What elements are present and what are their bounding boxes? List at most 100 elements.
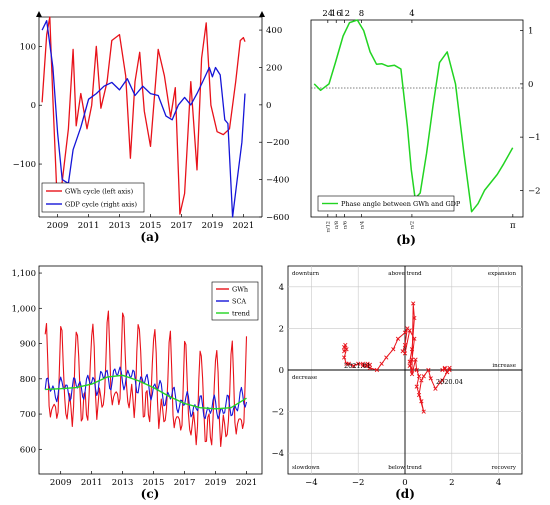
d-trajectory-point: [407, 363, 412, 368]
c-legend-label-gwh: GWh: [232, 286, 248, 294]
c-x-tick-label: 2019: [205, 478, 227, 488]
c-y-tick-label: 1,000: [12, 304, 36, 314]
d-y-ticks: 4 2 0 −2 −4: [271, 283, 284, 459]
d-trajectory-point: [409, 347, 415, 352]
d-grid: [288, 266, 522, 474]
b-plot-area: [313, 19, 514, 213]
b-legend-label: Phase angle between GWh and GDP: [341, 200, 461, 208]
a-left-tick-label: −100: [13, 160, 36, 170]
c-y-tick-label: 600: [20, 445, 36, 455]
d-point-label-2020-04: 2020.04: [436, 378, 463, 386]
d-trajectory-point: [367, 362, 373, 367]
d-trajectory-point: [409, 367, 415, 373]
d-trajectory-point: [360, 363, 365, 368]
a-right-tick-label: 0: [266, 101, 271, 111]
d-trajectory-line: [343, 302, 450, 413]
d-trajectory-point: [421, 409, 426, 414]
c-x-ticks: 2009 2011 2013 2015 2017 2019 2021: [50, 471, 257, 488]
panel-a: 2009 2011 2013 2015 2017 2019 2021 100 0 −100 40…: [13, 11, 289, 244]
a-caption: (a): [140, 230, 159, 244]
c-plot-area: [44, 310, 248, 448]
b-bottom-tick-label: π/4: [359, 221, 365, 229]
d-trajectory-point: [413, 357, 418, 362]
b-bottom-tick-label: π/8: [334, 221, 340, 229]
d-trajectory-point: [419, 399, 424, 404]
b-bottom-ticks: π/12 π/8 π/6 π/4 π/2 π: [326, 214, 516, 232]
b-bottom-tick-label: π: [510, 221, 516, 231]
d-trajectory-point: [351, 363, 356, 368]
d-trajectory-point: [409, 372, 415, 377]
c-x-tick-label: 2009: [50, 478, 72, 488]
d-y-tick-label: 0: [279, 366, 284, 376]
d-quad-downturn: downturn: [292, 271, 319, 277]
a-left-tick-label: 100: [20, 42, 36, 52]
b-caption: (b): [396, 233, 416, 247]
d-trajectory-point: [447, 365, 452, 371]
d-trajectory-point: [416, 392, 422, 398]
d-trajectory-point: [414, 384, 419, 389]
b-bottom-tick-label: π/6: [342, 221, 348, 229]
d-quad-recovery: recovery: [492, 465, 517, 471]
d-point-label-2021-01: 2021.01: [344, 362, 371, 370]
d-trajectory-point: [414, 367, 419, 373]
b-frame: [310, 19, 524, 218]
a-left-ticks: 100 0 −100: [13, 42, 42, 170]
d-x-tick-label: −4: [305, 478, 318, 488]
d-trajectory-point: [402, 330, 408, 335]
d-y-tick-label: −2: [271, 408, 284, 418]
d-quad-above-trend: above trend: [388, 271, 422, 277]
d-x-tick-label: 0: [402, 478, 407, 488]
c-legend-label-sca: SCA: [232, 298, 246, 306]
d-trajectory-point: [402, 351, 408, 356]
d-quad-expansion: expansion: [488, 271, 517, 277]
a-right-tick-label: −200: [266, 138, 289, 148]
d-trajectory-point: [407, 359, 412, 364]
d-quad-increase: increase: [492, 363, 516, 369]
d-trajectory-point: [411, 301, 416, 306]
a-right-tick-label: 400: [266, 26, 282, 36]
b-legend-box: [317, 195, 455, 212]
c-x-tick-label: 2015: [143, 478, 165, 488]
a-legend-label-gdp: GDP cycle (right axis): [65, 201, 137, 209]
b-right-tick-label: 0: [528, 80, 533, 90]
d-trajectory-point: [395, 336, 401, 341]
a-x-ticks: 2009 2011 2013 2015 2017 2019 2021: [47, 214, 254, 231]
a-x-tick-label: 2019: [202, 221, 224, 231]
a-x-tick-label: 2009: [47, 221, 69, 231]
b-right-tick-label: 1: [528, 27, 533, 37]
a-x-tick-label: 2017: [171, 221, 193, 231]
d-trajectory-point: [428, 376, 433, 381]
b-bottom-tick-label: π/2: [410, 221, 416, 229]
d-caption: (d): [395, 487, 415, 501]
b-top-tick-label: 16: [331, 9, 342, 19]
a-series-gdp-line: [41, 20, 246, 218]
c-frame: [38, 265, 263, 475]
a-x-tick-label: 2013: [109, 221, 131, 231]
d-trajectory-point: [342, 355, 347, 360]
d-trajectory-point: [367, 365, 373, 371]
b-right-tick-label: −1: [528, 133, 541, 143]
a-arrow-right: [259, 11, 265, 17]
a-x-tick-label: 2011: [78, 221, 100, 231]
d-x-tick-label: −2: [352, 478, 365, 488]
a-right-ticks: 400 200 0 −200 −400 −600: [259, 26, 289, 223]
c-x-tick-label: 2011: [81, 478, 103, 488]
b-top-tick-label: 24: [322, 9, 333, 19]
a-legend-box: [41, 182, 145, 213]
d-quad-decrease: decrease: [292, 375, 317, 381]
c-series-trend-line: [45, 374, 247, 410]
c-x-tick-label: 2013: [112, 478, 134, 488]
d-trajectory-point: [391, 347, 396, 352]
a-right-tick-label: −400: [266, 176, 289, 186]
d-trajectory-point: [346, 361, 351, 366]
c-series-gwh-line: [44, 310, 248, 448]
a-plot-area: [41, 16, 246, 218]
d-plot-area: [342, 301, 452, 414]
c-series-sca-line: [44, 366, 248, 420]
d-trajectory-point: [384, 355, 389, 360]
c-legend-label-trend: trend: [232, 310, 250, 318]
d-trajectory-point: [419, 378, 424, 383]
